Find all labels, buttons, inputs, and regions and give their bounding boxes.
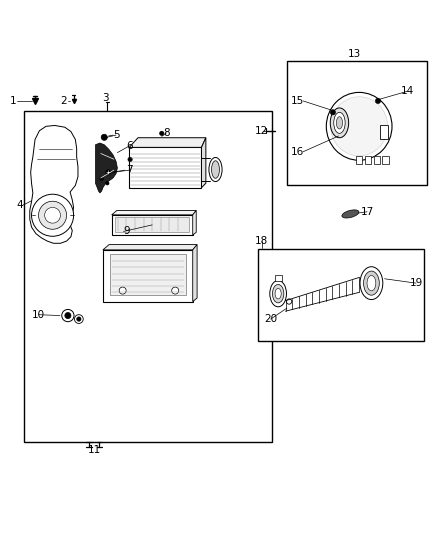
Polygon shape [95, 143, 117, 193]
Circle shape [39, 201, 67, 229]
Text: 17: 17 [360, 207, 374, 217]
Ellipse shape [336, 117, 343, 129]
Ellipse shape [331, 97, 388, 156]
Circle shape [77, 317, 81, 321]
Ellipse shape [275, 288, 281, 299]
Circle shape [100, 177, 103, 181]
Circle shape [330, 110, 336, 115]
Bar [382, 156, 389, 164]
Text: 15: 15 [291, 96, 304, 106]
Circle shape [106, 169, 111, 175]
Polygon shape [112, 211, 196, 215]
Circle shape [128, 157, 132, 161]
Bar [365, 156, 371, 164]
Bar [110, 254, 186, 295]
Circle shape [45, 207, 60, 223]
Ellipse shape [209, 157, 222, 182]
Bar [103, 250, 193, 302]
Circle shape [32, 194, 74, 236]
Bar [112, 215, 193, 235]
Text: 13: 13 [348, 49, 361, 59]
Polygon shape [201, 138, 206, 188]
Ellipse shape [272, 285, 284, 303]
Text: 16: 16 [291, 147, 304, 157]
Text: 6: 6 [126, 141, 133, 151]
Polygon shape [193, 211, 196, 235]
Ellipse shape [342, 210, 359, 218]
Text: 9: 9 [124, 227, 131, 237]
Circle shape [375, 98, 381, 103]
Ellipse shape [326, 92, 392, 160]
Circle shape [172, 287, 179, 294]
Text: 10: 10 [32, 310, 45, 320]
Polygon shape [30, 125, 78, 243]
Text: 7: 7 [126, 165, 133, 175]
Ellipse shape [270, 280, 286, 307]
Text: 18: 18 [255, 236, 268, 246]
Text: 5: 5 [113, 130, 120, 140]
Text: 19: 19 [410, 278, 423, 288]
Polygon shape [103, 245, 197, 250]
Bar [356, 156, 362, 164]
Polygon shape [129, 138, 206, 147]
Ellipse shape [334, 112, 345, 133]
Text: 12: 12 [255, 126, 268, 136]
Ellipse shape [367, 276, 376, 291]
Circle shape [159, 131, 164, 135]
Text: 8: 8 [163, 128, 170, 138]
Circle shape [119, 287, 126, 294]
Text: 14: 14 [401, 86, 414, 96]
Bar [374, 156, 380, 164]
Polygon shape [193, 245, 197, 302]
Ellipse shape [330, 108, 349, 138]
Circle shape [101, 134, 107, 140]
Ellipse shape [360, 266, 383, 300]
Ellipse shape [364, 271, 379, 295]
Text: 20: 20 [264, 314, 277, 324]
Text: 2: 2 [60, 96, 67, 106]
Bar [129, 147, 201, 188]
Bar [258, 249, 424, 341]
Circle shape [62, 310, 74, 322]
Text: 3: 3 [102, 93, 109, 103]
Bar [380, 125, 388, 139]
Circle shape [65, 312, 71, 319]
Text: 4: 4 [16, 200, 23, 210]
Text: 11: 11 [88, 445, 101, 455]
Circle shape [106, 182, 109, 185]
Bar [287, 61, 427, 185]
Bar [24, 111, 272, 442]
Circle shape [286, 299, 292, 304]
Text: 1: 1 [10, 96, 17, 106]
Bar [115, 217, 189, 232]
Circle shape [74, 314, 83, 324]
Ellipse shape [212, 161, 219, 178]
Bar [275, 275, 282, 280]
